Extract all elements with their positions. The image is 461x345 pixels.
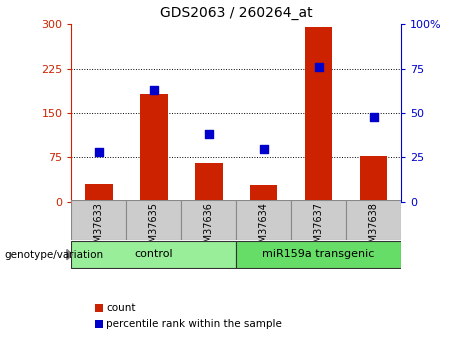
- Point: [205, 131, 213, 137]
- Point: [315, 64, 322, 70]
- Text: GSM37634: GSM37634: [259, 202, 269, 255]
- Bar: [250, 185, 278, 202]
- Bar: [236, 241, 401, 268]
- Bar: [305, 27, 332, 202]
- Bar: [85, 184, 112, 202]
- Bar: [291, 200, 346, 240]
- Bar: [360, 156, 387, 202]
- Text: GSM37636: GSM37636: [204, 202, 214, 255]
- Bar: [71, 241, 236, 268]
- Bar: [346, 200, 401, 240]
- Bar: [71, 200, 126, 240]
- Bar: [95, 304, 103, 312]
- FancyArrow shape: [67, 249, 72, 260]
- Text: GSM37633: GSM37633: [94, 202, 104, 255]
- Text: miR159a transgenic: miR159a transgenic: [262, 249, 375, 259]
- Point: [370, 114, 377, 119]
- Bar: [126, 200, 181, 240]
- Point: [150, 87, 158, 93]
- Text: GSM37638: GSM37638: [369, 202, 378, 255]
- Title: GDS2063 / 260264_at: GDS2063 / 260264_at: [160, 6, 313, 20]
- Point: [260, 146, 267, 151]
- Text: control: control: [135, 249, 173, 259]
- Text: GSM37637: GSM37637: [313, 202, 324, 255]
- Text: count: count: [106, 303, 136, 313]
- Text: genotype/variation: genotype/variation: [5, 250, 104, 259]
- Text: percentile rank within the sample: percentile rank within the sample: [106, 319, 282, 329]
- Bar: [236, 200, 291, 240]
- Point: [95, 149, 103, 155]
- Bar: [140, 94, 168, 202]
- Bar: [195, 163, 223, 202]
- Text: GSM37635: GSM37635: [149, 202, 159, 255]
- Bar: [95, 320, 103, 328]
- Bar: [181, 200, 236, 240]
